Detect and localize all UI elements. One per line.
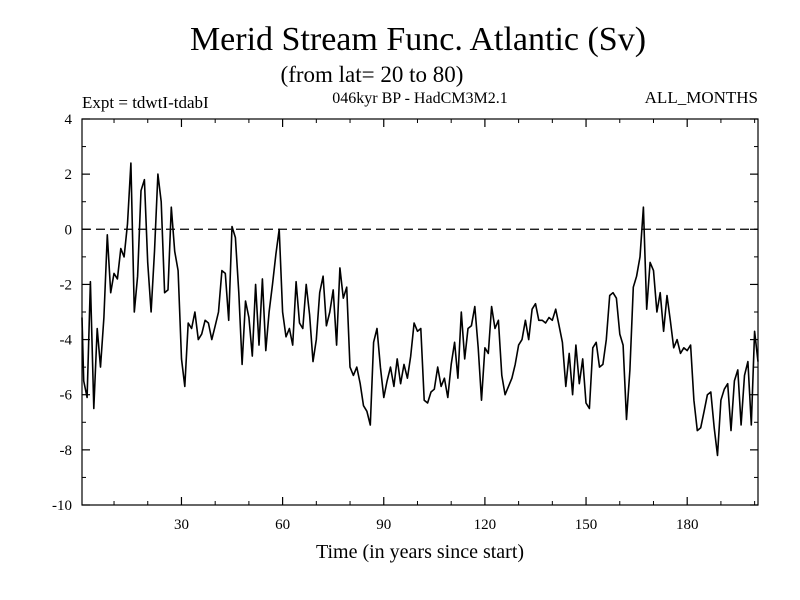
y-tick-label: 4 <box>65 112 73 128</box>
x-tick-label: 90 <box>376 517 391 533</box>
y-tick-label: -8 <box>60 443 73 459</box>
y-tick-label: 0 <box>65 222 73 238</box>
series-line-amoc <box>81 162 759 457</box>
ticks-layer: -10 -8 -6 -4 -2 0 2 4 30 60 90 120 150 180 <box>52 112 758 533</box>
plot-frame <box>81 118 759 506</box>
x-tick-label: 150 <box>575 517 598 533</box>
y-tick-label: -6 <box>60 388 73 404</box>
period-model-label: 046kyr BP - HadCM3M2.1 <box>332 90 507 107</box>
x-tick-label: 180 <box>676 517 699 533</box>
series-layer <box>81 162 759 457</box>
x-tick-label: 120 <box>474 517 497 533</box>
experiment-label: Expt = tdwtI-tdabI <box>82 93 209 112</box>
x-tick-label: 30 <box>174 517 189 533</box>
months-label: ALL_MONTHS <box>645 88 758 107</box>
chart-title: Merid Stream Func. Atlantic (Sv) <box>190 21 646 58</box>
chart-subtitle: (from lat= 20 to 80) <box>281 62 464 87</box>
x-axis-label: Time (in years since start) <box>316 541 524 563</box>
y-tick-label: -2 <box>60 277 73 293</box>
y-tick-label: -10 <box>52 498 72 514</box>
y-tick-label: -4 <box>60 333 73 349</box>
y-tick-label: 2 <box>65 167 73 183</box>
x-tick-label: 60 <box>275 517 290 533</box>
